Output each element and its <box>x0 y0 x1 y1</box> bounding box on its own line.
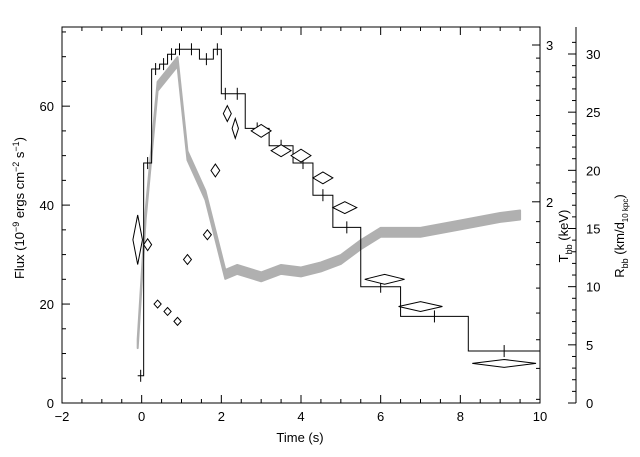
y-left-label-exp3: −1 <box>11 141 21 151</box>
diamond-point <box>163 306 172 317</box>
radius-tick-label: 15 <box>586 222 600 237</box>
y-radius-label-end: ) <box>612 194 627 198</box>
diamond-point <box>132 214 143 265</box>
y-radius-label-sub: bb <box>620 258 630 268</box>
diamond-point <box>331 201 358 215</box>
radius-tick-label: 0 <box>586 396 593 411</box>
x-tick-label: −2 <box>55 409 70 424</box>
gray-band-series <box>136 56 522 350</box>
axis-labels: Time (s) Flux (10−9 ergs cm−2 s−1) Tbb (… <box>11 137 630 445</box>
temp-tick-label: 3 <box>546 38 553 53</box>
y-radius-label-mid: (km/d <box>612 222 627 258</box>
y-left-label-mid: ergs cm <box>12 172 27 222</box>
y-radius-axis-label: Rbb (km/d10 kpc) <box>612 194 630 277</box>
y-left-label-exp2: −2 <box>11 162 21 172</box>
y-left-label-mid2: s <box>12 151 27 162</box>
diamond-point <box>472 358 537 368</box>
temp-tick-label: 2 <box>546 195 553 210</box>
diamond-point <box>153 299 162 309</box>
diamond-point <box>250 123 273 138</box>
diamond-point <box>311 171 334 185</box>
diamond-point <box>290 148 312 163</box>
diamond-point <box>270 144 293 158</box>
x-tick-label: 8 <box>457 409 464 424</box>
y-temp-axis-label: Tbb (keV) <box>556 210 574 263</box>
y-temp-label-sub: bb <box>564 244 574 254</box>
radius-tick-label: 30 <box>586 47 600 62</box>
radius-tick-label: 25 <box>586 105 600 120</box>
y-left-tick-label: 20 <box>40 297 54 312</box>
flux-step-line <box>137 48 540 377</box>
diamond-point <box>222 104 232 123</box>
y-left-label-exp1: −9 <box>11 222 21 232</box>
y-radius-label-sub2: 10 kpc <box>621 199 630 223</box>
y-left-tick-label: 60 <box>40 99 54 114</box>
plot-area <box>132 43 540 382</box>
diamond-point <box>398 301 443 312</box>
y-temp-label-main: T <box>556 254 571 262</box>
y-left-label-end: ) <box>12 137 27 141</box>
radius-tick-label: 10 <box>586 280 600 295</box>
x-tick-label: 0 <box>138 409 145 424</box>
y-left-axis-label: Flux (10−9 ergs cm−2 s−1) <box>11 137 27 279</box>
diamond-point <box>364 273 405 285</box>
x-axis-label: Time (s) <box>276 430 323 445</box>
x-tick-label: 2 <box>218 409 225 424</box>
diamond-point <box>202 229 213 241</box>
diamond-point <box>143 237 153 252</box>
diamond-point <box>173 316 182 327</box>
y-left-label-main: Flux (10 <box>12 232 27 279</box>
y-radius-label-main: R <box>612 268 627 277</box>
diamond-point <box>182 253 193 266</box>
x-tick-label: 4 <box>297 409 304 424</box>
y-left-tick-label: 0 <box>47 396 54 411</box>
y-left-tick-label: 40 <box>40 198 54 213</box>
y-temp-label-end: (keV) <box>556 210 571 245</box>
x-tick-label: 10 <box>533 409 547 424</box>
x-tick-label: 6 <box>377 409 384 424</box>
radius-tick-label: 5 <box>586 338 593 353</box>
diamond-point <box>231 116 239 140</box>
diamond-point <box>210 163 221 178</box>
radius-tick-label: 20 <box>586 163 600 178</box>
